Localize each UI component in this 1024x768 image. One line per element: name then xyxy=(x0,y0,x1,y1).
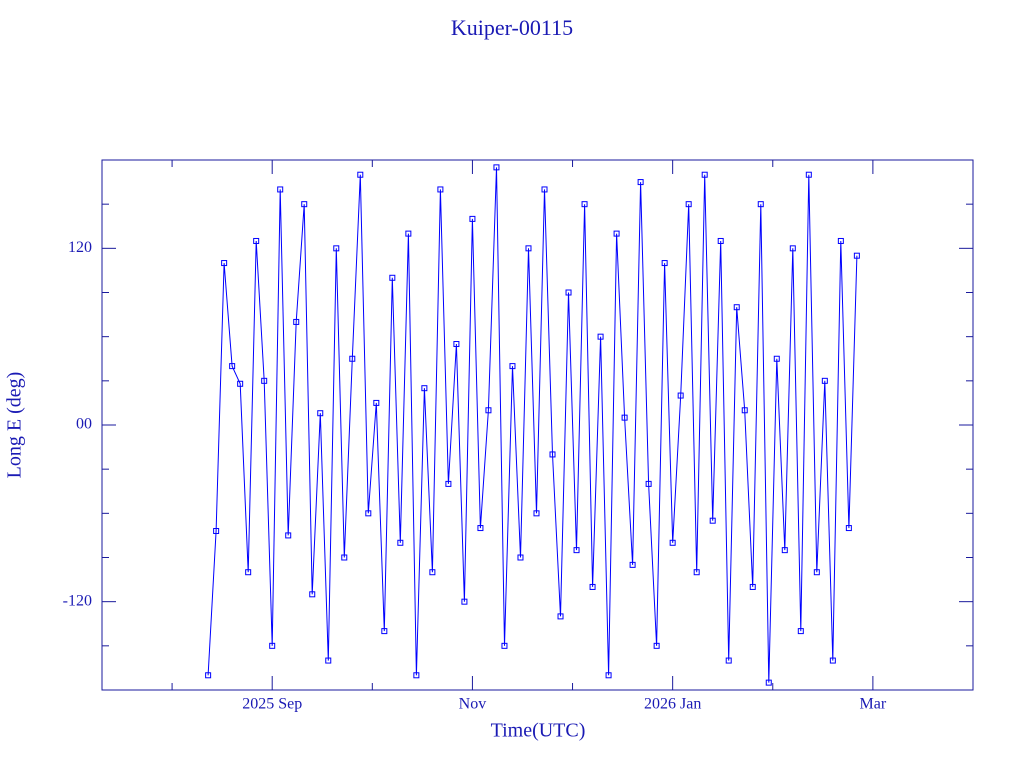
y-tick-label: 00 xyxy=(76,416,92,433)
point-marker xyxy=(565,289,572,296)
point-marker xyxy=(389,274,396,281)
point-marker xyxy=(741,407,748,414)
point-marker xyxy=(229,363,236,370)
point-marker xyxy=(405,230,412,237)
point-marker xyxy=(413,672,420,679)
point-marker xyxy=(333,245,340,252)
point-marker xyxy=(845,525,852,532)
x-axis-label: Time(UTC) xyxy=(491,720,586,742)
point-marker xyxy=(717,237,724,244)
point-marker xyxy=(493,164,500,171)
point-marker xyxy=(781,547,788,554)
series-line xyxy=(207,167,858,683)
point-marker xyxy=(613,230,620,237)
y-tick-label: -120 xyxy=(63,592,92,609)
point-marker xyxy=(349,355,356,362)
point-marker xyxy=(381,628,388,635)
point-marker xyxy=(773,355,780,362)
point-marker xyxy=(285,532,292,539)
point-marker xyxy=(797,628,804,635)
point-marker xyxy=(749,583,756,590)
point-marker xyxy=(701,171,708,178)
point-marker xyxy=(469,215,476,222)
plot-frame xyxy=(101,159,974,691)
point-marker xyxy=(373,399,380,406)
point-marker xyxy=(765,679,772,686)
point-marker xyxy=(221,260,228,267)
point-marker xyxy=(517,554,524,561)
point-marker xyxy=(261,377,268,384)
point-marker xyxy=(581,201,588,208)
point-marker xyxy=(485,407,492,414)
point-marker xyxy=(597,333,604,340)
x-tick-label: 2025 Sep xyxy=(242,696,302,713)
point-marker xyxy=(685,201,692,208)
point-marker xyxy=(213,528,220,534)
point-marker xyxy=(301,201,308,208)
point-marker xyxy=(837,237,844,244)
point-marker xyxy=(621,414,628,421)
point-marker xyxy=(605,672,612,679)
point-marker xyxy=(533,510,540,517)
point-marker xyxy=(549,451,556,458)
point-marker xyxy=(725,657,732,664)
point-marker xyxy=(269,642,276,649)
point-marker xyxy=(805,171,812,178)
point-marker xyxy=(757,201,764,208)
point-marker xyxy=(853,252,860,259)
point-marker xyxy=(541,186,548,193)
point-marker xyxy=(365,510,372,517)
point-marker xyxy=(237,380,244,387)
point-marker xyxy=(397,539,404,546)
point-marker xyxy=(325,657,332,664)
point-marker xyxy=(789,245,796,252)
point-marker xyxy=(277,186,284,193)
chart-title: Kuiper-00115 xyxy=(451,15,573,40)
x-tick-label: Nov xyxy=(459,696,487,713)
point-marker xyxy=(813,569,820,576)
point-marker xyxy=(429,569,436,576)
point-marker xyxy=(309,591,316,598)
point-marker xyxy=(637,179,644,186)
point-marker xyxy=(461,598,468,605)
point-marker xyxy=(501,642,508,649)
point-marker xyxy=(445,480,452,487)
point-marker xyxy=(661,260,668,267)
point-marker xyxy=(357,171,364,178)
point-marker xyxy=(245,569,252,576)
point-marker xyxy=(709,517,716,524)
point-marker xyxy=(693,569,700,576)
point-marker xyxy=(341,554,348,561)
y-axis-label: Long E (deg) xyxy=(4,372,26,479)
point-marker xyxy=(645,480,652,487)
y-tick-label: 120 xyxy=(68,239,92,256)
point-marker xyxy=(677,392,684,399)
point-marker xyxy=(205,672,212,679)
point-marker xyxy=(509,363,516,370)
x-tick-label: Mar xyxy=(860,696,887,713)
point-marker xyxy=(477,525,484,532)
point-marker xyxy=(453,341,460,348)
point-marker xyxy=(525,245,532,252)
point-marker xyxy=(557,613,564,620)
point-marker xyxy=(733,304,740,311)
point-marker xyxy=(437,186,444,193)
point-marker xyxy=(253,237,260,244)
point-marker xyxy=(573,547,580,554)
point-marker xyxy=(669,539,676,546)
point-marker xyxy=(821,377,828,384)
point-marker xyxy=(589,583,596,590)
point-marker xyxy=(829,657,836,664)
x-tick-label: 2026 Jan xyxy=(644,696,701,713)
point-marker xyxy=(293,318,300,325)
point-marker xyxy=(629,561,636,568)
point-marker xyxy=(421,385,428,392)
point-marker xyxy=(653,642,660,649)
point-marker xyxy=(317,410,324,417)
